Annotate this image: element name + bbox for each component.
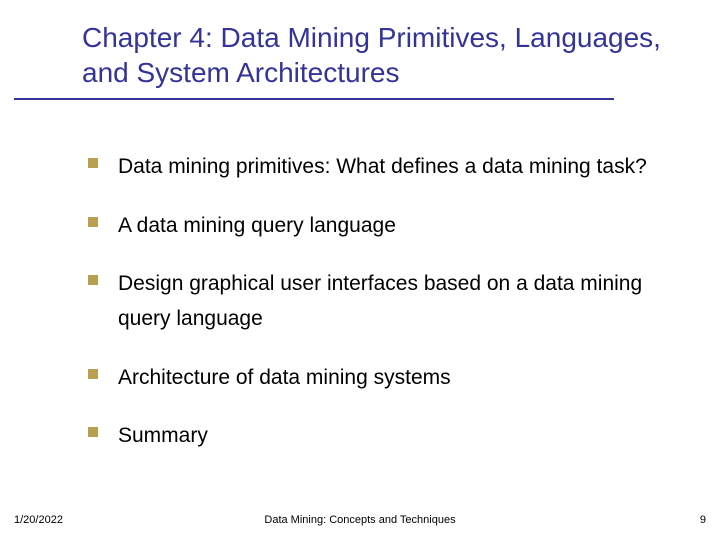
list-item: Architecture of data mining systems <box>88 361 680 396</box>
slide-title: Chapter 4: Data Mining Primitives, Langu… <box>82 20 690 90</box>
square-bullet-icon <box>88 275 98 285</box>
list-item-text: A data mining query language <box>118 209 396 244</box>
title-underline <box>14 98 614 100</box>
list-item: Design graphical user interfaces based o… <box>88 267 680 336</box>
list-item-text: Summary <box>118 419 208 454</box>
list-item: Data mining primitives: What defines a d… <box>88 150 680 185</box>
square-bullet-icon <box>88 217 98 227</box>
footer-center: Data Mining: Concepts and Techniques <box>0 514 720 526</box>
square-bullet-icon <box>88 427 98 437</box>
square-bullet-icon <box>88 369 98 379</box>
list-item-text: Architecture of data mining systems <box>118 361 451 396</box>
bullet-list: Data mining primitives: What defines a d… <box>88 150 680 478</box>
list-item: Summary <box>88 419 680 454</box>
list-item-text: Data mining primitives: What defines a d… <box>118 150 647 185</box>
square-bullet-icon <box>88 158 98 168</box>
list-item-text: Design graphical user interfaces based o… <box>118 267 680 336</box>
slide: Chapter 4: Data Mining Primitives, Langu… <box>0 0 720 540</box>
list-item: A data mining query language <box>88 209 680 244</box>
footer-page-number: 9 <box>700 514 706 526</box>
